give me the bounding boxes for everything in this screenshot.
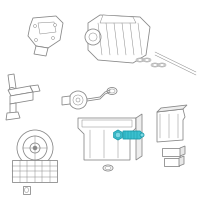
Circle shape — [23, 136, 47, 160]
Ellipse shape — [144, 59, 150, 61]
Circle shape — [34, 24, 36, 27]
Polygon shape — [136, 114, 142, 160]
Ellipse shape — [24, 188, 29, 192]
Ellipse shape — [138, 59, 142, 61]
Polygon shape — [28, 16, 63, 48]
Circle shape — [73, 95, 83, 105]
Polygon shape — [123, 131, 142, 139]
Circle shape — [17, 130, 53, 166]
Polygon shape — [10, 103, 16, 115]
Circle shape — [35, 38, 38, 42]
Polygon shape — [164, 158, 179, 166]
Ellipse shape — [136, 58, 144, 62]
Polygon shape — [38, 22, 56, 34]
Polygon shape — [6, 112, 20, 120]
Polygon shape — [30, 85, 40, 92]
Ellipse shape — [105, 166, 111, 170]
Polygon shape — [179, 156, 184, 166]
Polygon shape — [114, 130, 122, 140]
Ellipse shape — [140, 133, 144, 137]
Ellipse shape — [158, 63, 166, 67]
Circle shape — [89, 33, 97, 41]
Polygon shape — [78, 118, 136, 160]
Polygon shape — [34, 46, 48, 56]
Ellipse shape — [151, 63, 159, 67]
Circle shape — [52, 36, 54, 40]
Polygon shape — [115, 132, 121, 138]
Circle shape — [76, 98, 80, 102]
Polygon shape — [23, 186, 30, 194]
Polygon shape — [157, 105, 187, 112]
Ellipse shape — [153, 64, 158, 66]
Ellipse shape — [109, 89, 115, 93]
Ellipse shape — [143, 58, 151, 62]
Polygon shape — [82, 120, 132, 127]
Circle shape — [85, 29, 101, 45]
Polygon shape — [62, 96, 70, 105]
Polygon shape — [12, 160, 57, 182]
Polygon shape — [162, 148, 180, 156]
Ellipse shape — [103, 165, 113, 171]
Polygon shape — [100, 15, 136, 23]
Ellipse shape — [160, 64, 164, 66]
Polygon shape — [180, 146, 185, 156]
Polygon shape — [10, 92, 33, 104]
Polygon shape — [88, 15, 150, 63]
Polygon shape — [8, 86, 33, 96]
Circle shape — [69, 91, 87, 109]
Circle shape — [54, 23, 57, 26]
Ellipse shape — [107, 88, 117, 95]
Ellipse shape — [9, 88, 15, 92]
Polygon shape — [157, 109, 185, 142]
Polygon shape — [8, 74, 16, 90]
Circle shape — [30, 143, 40, 153]
Circle shape — [33, 146, 37, 150]
